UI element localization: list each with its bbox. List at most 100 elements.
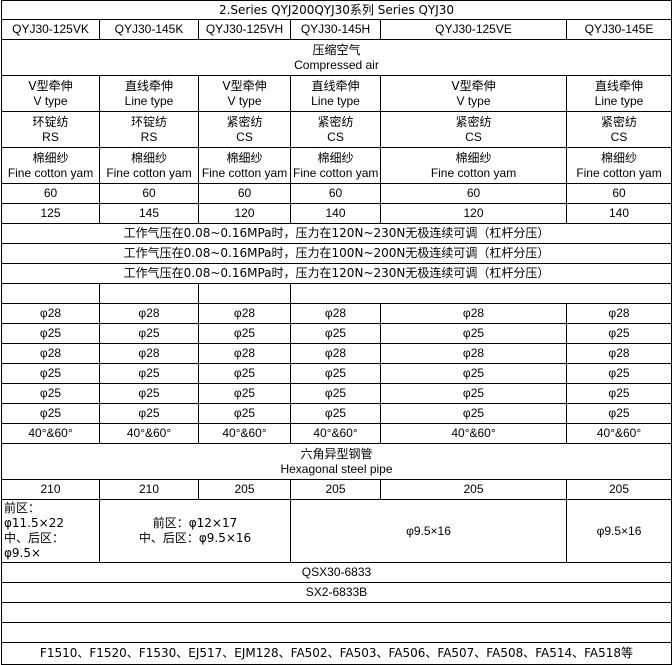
yarn-type-en-2: Fine cotton yam	[106, 165, 192, 180]
blank-cell-6	[1, 622, 672, 643]
spinning-type-cn-6: 紧密纺	[600, 114, 637, 129]
model-cell-2: QYJ30-145K	[99, 19, 199, 40]
roller-cell-4-3: φ25	[198, 363, 291, 384]
roller-cell-3-4: φ28	[290, 343, 381, 364]
roller-cell-3-5: φ28	[380, 343, 567, 364]
zone-cell-2: 前区：φ12×17 中、后区：φ9.5×16	[99, 499, 291, 563]
spinning-type-cn-3: 紧密纺	[226, 114, 263, 129]
angle-cell-6: 40°&60°	[566, 423, 672, 444]
table-row-gauge: 125 145 120 140 120 140	[1, 203, 672, 224]
yarn-type-cell-2: 棉细纱 Fine cotton yam	[99, 147, 199, 184]
angle-cell-5: 40°&60°	[380, 423, 567, 444]
roller-cell-3-1: φ28	[1, 343, 100, 364]
spinning-type-en-6: CS	[610, 129, 628, 144]
gauge-cell-5: 120	[380, 203, 567, 224]
roller-cell-2-3: φ25	[198, 323, 291, 344]
roller-cell-6-4: φ25	[290, 403, 381, 424]
table-row-blank-2	[1, 602, 672, 623]
roller-cell-6-2: φ25	[99, 403, 199, 424]
table-row-code-1: QSX30-6833	[1, 562, 672, 583]
yarn-type-cell-4: 棉细纱 Fine cotton yam	[290, 147, 381, 184]
roller-cell-6-6: φ25	[566, 403, 672, 424]
zone-cell-1: 前区：φ11.5×22 中、后区：φ9.5×	[1, 499, 100, 563]
table-row-draft-type: V型牵伸 V type 直线牵伸 Line type V型牵伸 V type 直…	[1, 75, 672, 112]
yarn-type-cn-1: 棉细纱	[32, 150, 69, 165]
table-row-power-source: 压缩空气 Compressed air	[1, 39, 672, 76]
spinning-type-cell-5: 紧密纺 CS	[380, 111, 567, 148]
spinning-type-cell-6: 紧密纺 CS	[566, 111, 672, 148]
table-row-pressure-note-1: 工作气压在0.08~0.16MPa时，压力在120N~230N无极连续可调（杠杆…	[1, 223, 672, 244]
table-row-roller-5: φ25 φ25 φ25 φ25 φ25 φ25	[1, 383, 672, 404]
roller-cell-2-6: φ25	[566, 323, 672, 344]
yarn-type-cn-4: 棉细纱	[317, 150, 354, 165]
roller-cell-1-2: φ28	[99, 303, 199, 324]
table-row-count-60: 60 60 60 60 60 60	[1, 183, 672, 204]
yarn-type-cn-2: 棉细纱	[130, 150, 167, 165]
spinning-type-en-2: RS	[140, 129, 158, 144]
spinning-type-cell-2: 环锭纺 RS	[99, 111, 199, 148]
table-row-zone: 前区：φ11.5×22 中、后区：φ9.5× 前区：φ12×17 中、后区：φ9…	[1, 499, 672, 563]
table-row-roller-2: φ25 φ25 φ25 φ25 φ25 φ25	[1, 323, 672, 344]
gauge-cell-1: 125	[1, 203, 100, 224]
yarn-type-en-3: Fine cotton yam	[201, 165, 288, 180]
length-cell-6: 205	[566, 479, 672, 500]
model-cell-5: QYJ30-125VE	[380, 19, 567, 40]
yarn-type-cn-6: 棉细纱	[600, 150, 637, 165]
table-row-length: 210 210 205 205 205 205	[1, 479, 672, 500]
table-row-title: 2.Series QYJ200QYJ30系列 Series QYJ30	[1, 0, 672, 20]
roller-cell-2-1: φ25	[1, 323, 100, 344]
zone-cell-4: φ9.5×16	[566, 499, 672, 563]
roller-cell-5-4: φ25	[290, 383, 381, 404]
table-row-roller-3: φ28 φ28 φ28 φ28 φ28 φ28	[1, 343, 672, 364]
spinning-type-en-4: CS	[327, 129, 344, 144]
yarn-type-cell-3: 棉细纱 Fine cotton yam	[198, 147, 291, 184]
spinning-type-cell-3: 紧密纺 CS	[198, 111, 291, 148]
roller-cell-1-4: φ28	[290, 303, 381, 324]
roller-cell-5-5: φ25	[380, 383, 567, 404]
power-source-en: Compressed air	[294, 57, 379, 72]
roller-cell-3-6: φ28	[566, 343, 672, 364]
draft-type-cell-5: V型牵伸 V type	[380, 75, 567, 112]
spinning-type-cell-4: 紧密纺 CS	[290, 111, 381, 148]
count-cell-3: 60	[198, 183, 291, 204]
table-row-angle: 40°&60° 40°&60° 40°&60° 40°&60° 40°&60° …	[1, 423, 672, 444]
model-cell-6: QYJ30-145E	[566, 19, 672, 40]
yarn-type-cell-5: 棉细纱 Fine cotton yam	[380, 147, 567, 184]
pipe-cell: 六角异型钢管 Hexagonal steel pipe	[1, 443, 672, 480]
roller-cell-2-5: φ25	[380, 323, 567, 344]
spinning-type-cell-1: 环锭纺 RS	[1, 111, 100, 148]
draft-type-en-3: V type	[227, 93, 262, 108]
spinning-type-cn-4: 紧密纺	[317, 114, 354, 129]
roller-cell-5-6: φ25	[566, 383, 672, 404]
roller-cell-1-3: φ28	[198, 303, 291, 324]
table-row-roller-6: φ25 φ25 φ25 φ25 φ25 φ25	[1, 403, 672, 424]
yarn-type-en-1: Fine cotton yam	[7, 165, 94, 180]
power-source-cell: 压缩空气 Compressed air	[1, 39, 672, 76]
draft-type-cn-4: 直线牵伸	[311, 78, 360, 93]
roller-cell-3-3: φ28	[198, 343, 291, 364]
applicable-models-cell: F1510、F1520、F1530、EJ517、EJM128、FA502、FA5…	[1, 642, 672, 665]
yarn-type-cn-5: 棉细纱	[455, 150, 492, 165]
table-row-pipe: 六角异型钢管 Hexagonal steel pipe	[1, 443, 672, 480]
angle-cell-2: 40°&60°	[99, 423, 199, 444]
yarn-type-en-4: Fine cotton yam	[293, 165, 379, 180]
draft-type-en-1: V type	[33, 93, 68, 108]
roller-cell-6-1: φ25	[1, 403, 100, 424]
code-cell-1: QSX30-6833	[1, 562, 672, 583]
roller-cell-5-1: φ25	[1, 383, 100, 404]
yarn-type-cell-1: 棉细纱 Fine cotton yam	[1, 147, 100, 184]
draft-type-cn-5: V型牵伸	[451, 78, 496, 93]
zone-cell-3: φ9.5×16	[290, 499, 567, 563]
table-row-spinning-type: 环锭纺 RS 环锭纺 RS 紧密纺 CS 紧密纺 CS 紧密纺 CS 紧密纺 C…	[1, 111, 672, 148]
pressure-note-3: 工作气压在0.08~0.16MPa时，压力在120N~230N无极连续可调（杠杆…	[1, 263, 672, 284]
model-cell-1: QYJ30-125VK	[1, 19, 100, 40]
table-row-blank-1	[1, 283, 672, 304]
count-cell-4: 60	[290, 183, 381, 204]
yarn-type-cn-3: 棉细纱	[226, 150, 263, 165]
pressure-note-1: 工作气压在0.08~0.16MPa时，压力在120N~230N无极连续可调（杠杆…	[1, 223, 672, 244]
table-row-roller-4: φ25 φ25 φ25 φ25 φ25 φ25	[1, 363, 672, 384]
table-row-code-2: SX2-6833B	[1, 582, 672, 603]
table-row-pressure-note-2: 工作气压在0.08~0.16MPa时，压力在100N~200N无极连续可调（杠杆…	[1, 243, 672, 264]
roller-cell-2-4: φ25	[290, 323, 381, 344]
